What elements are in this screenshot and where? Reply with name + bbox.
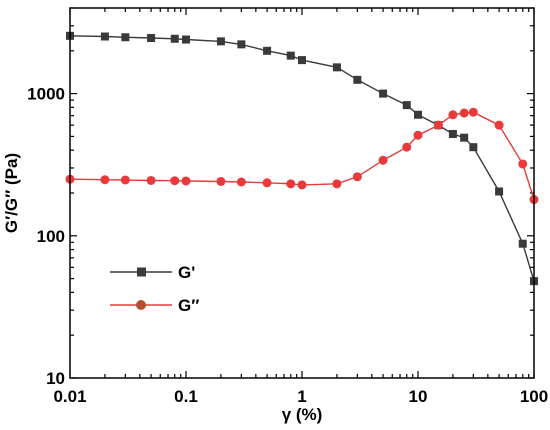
x-tick-label: 0.01 [53, 387, 86, 406]
data-point [181, 176, 191, 186]
y-tick-label: 1000 [27, 85, 65, 104]
data-point [147, 34, 156, 43]
y-tick-label: 100 [37, 227, 65, 246]
legend-label-g-prime: G' [178, 263, 195, 282]
data-point [297, 180, 307, 190]
data-point [298, 56, 306, 65]
data-point [353, 75, 362, 84]
data-point [402, 142, 412, 152]
data-point [414, 110, 422, 119]
x-axis-label: γ (%) [282, 405, 323, 424]
legend: G' G″ [110, 263, 199, 315]
data-point [286, 51, 295, 60]
data-point [120, 175, 130, 185]
x-tick-label: 1 [297, 387, 306, 406]
data-point [332, 63, 341, 72]
data-point [263, 46, 272, 55]
data-point [146, 175, 156, 185]
data-point [237, 40, 246, 49]
data-point [332, 179, 342, 189]
data-point [448, 110, 458, 120]
data-point [352, 172, 362, 182]
y-axis-label: G′/G″ (Pa) [2, 153, 21, 233]
data-point [100, 32, 109, 41]
series-g-prime [66, 31, 538, 286]
data-point [170, 34, 179, 43]
data-point [459, 108, 469, 118]
y-tick-label: 10 [46, 369, 65, 388]
data-point [413, 130, 423, 140]
legend-label-g-double-prime: G″ [178, 296, 199, 315]
data-point [495, 187, 504, 196]
data-point [460, 133, 469, 142]
legend-item-g-double-prime: G″ [110, 296, 199, 315]
data-point [433, 120, 443, 130]
x-tick-label: 100 [520, 387, 548, 406]
legend-item-g-prime: G' [110, 263, 195, 282]
data-point [182, 35, 190, 44]
data-point [378, 155, 388, 165]
series-layer [65, 31, 539, 286]
x-tick-label: 0.1 [174, 387, 198, 406]
data-point [262, 178, 272, 188]
legend-marker-square [137, 267, 146, 277]
data-point [518, 159, 528, 169]
data-point [469, 143, 478, 152]
data-point [100, 175, 110, 185]
x-tick-label: 10 [409, 387, 428, 406]
data-point [448, 129, 457, 138]
data-point [216, 176, 226, 186]
data-point [286, 179, 296, 189]
data-point [518, 239, 527, 248]
data-point [170, 176, 180, 186]
data-point [402, 101, 411, 110]
data-point [121, 33, 130, 42]
tick-labels: 0.01 0.1 1 10 100 10 100 1000 [27, 85, 548, 406]
series-g-double-prime [65, 107, 539, 205]
plot-frame [69, 7, 535, 379]
series-line [69, 35, 535, 282]
data-point [468, 107, 478, 117]
data-point [216, 37, 225, 46]
data-point [236, 177, 246, 187]
legend-marker-circle [136, 300, 146, 310]
data-point [379, 89, 388, 98]
data-point [494, 120, 504, 130]
